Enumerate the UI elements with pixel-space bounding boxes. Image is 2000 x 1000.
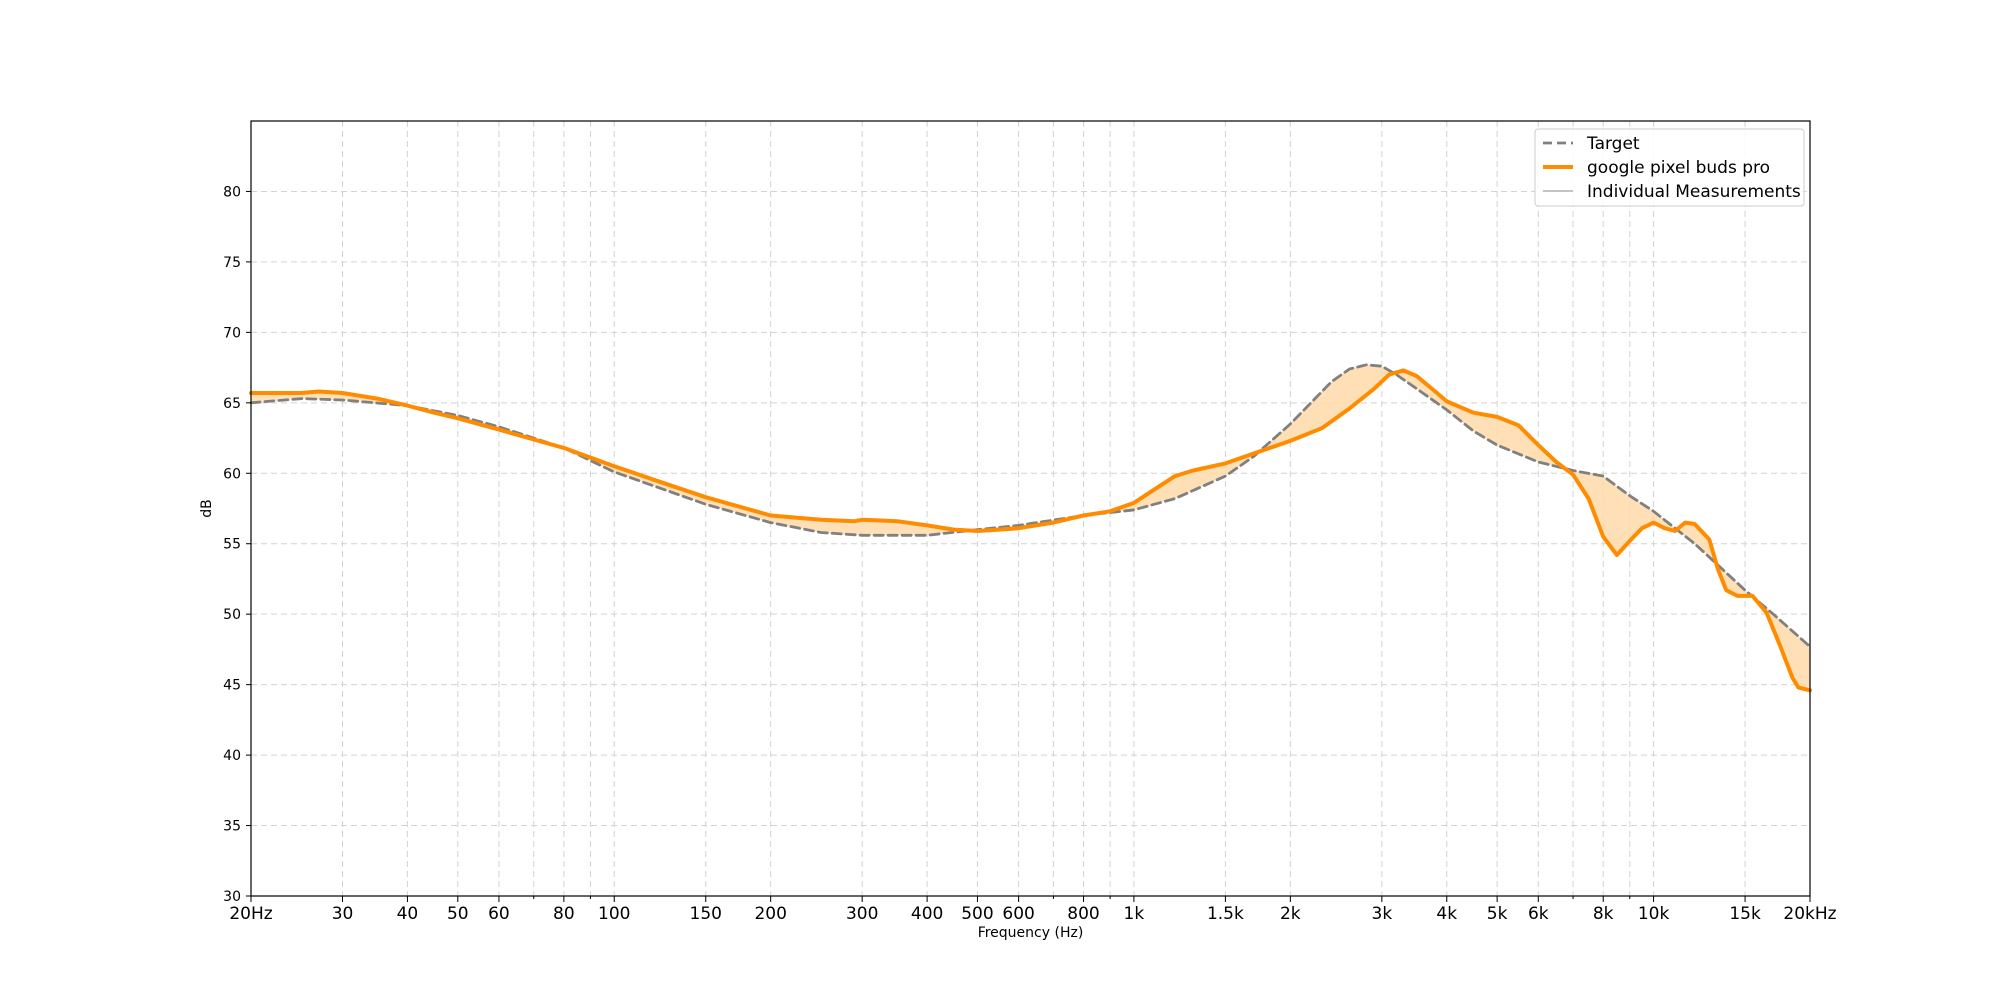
y-axis-ticks: 30 35 40 45 50 55 60 65 70 75 80 xyxy=(223,184,251,905)
x-tick-label: 3k xyxy=(1372,904,1393,924)
legend: Target google pixel buds pro Individual Me… xyxy=(1534,128,1805,207)
x-tick-label: 150 xyxy=(690,904,722,924)
x-tick-label: 4k xyxy=(1436,904,1457,924)
x-tick-label: 1k xyxy=(1124,904,1145,924)
legend-box xyxy=(1534,128,1805,207)
x-tick-label: 20kHz xyxy=(1783,904,1836,924)
x-tick-label: 300 xyxy=(846,904,878,924)
y-tick-label: 60 xyxy=(223,466,241,482)
x-axis-title: Frequency (Hz) xyxy=(978,925,1084,941)
x-tick-label: 2k xyxy=(1280,904,1301,924)
x-tick-label: 5k xyxy=(1487,904,1508,924)
x-tick-label: 80 xyxy=(553,904,575,924)
x-tick-label: 600 xyxy=(1002,904,1034,924)
legend-label: Target xyxy=(1586,134,1640,154)
series-line-0 xyxy=(249,363,1812,648)
x-tick-label: 400 xyxy=(911,904,943,924)
x-tick-label: 6k xyxy=(1528,904,1549,924)
x-tick-label: 15k xyxy=(1729,904,1761,924)
y-tick-label: 35 xyxy=(223,819,241,835)
y-tick-label: 30 xyxy=(223,889,241,905)
x-tick-label: 200 xyxy=(754,904,786,924)
legend-label: Individual Measurements xyxy=(1587,182,1801,202)
series-line-1 xyxy=(249,368,1812,693)
y-tick-label: 65 xyxy=(223,396,241,412)
legend-label: google pixel buds pro xyxy=(1587,158,1770,178)
y-tick-label: 55 xyxy=(223,537,241,553)
grid xyxy=(250,121,1811,897)
y-axis-title: dB xyxy=(199,499,215,518)
series-lines xyxy=(249,363,1812,693)
y-tick-label: 40 xyxy=(223,748,241,764)
x-tick-label: 500 xyxy=(961,904,993,924)
x-tick-label: 10k xyxy=(1638,904,1670,924)
x-tick-label: 20Hz xyxy=(229,904,272,924)
y-tick-label: 50 xyxy=(223,607,241,623)
y-tick-label: 75 xyxy=(223,255,241,271)
x-tick-label: 50 xyxy=(447,904,469,924)
x-tick-label: 30 xyxy=(332,904,354,924)
x-tick-label: 800 xyxy=(1067,904,1099,924)
x-tick-label: 40 xyxy=(397,904,419,924)
plot-frame xyxy=(250,120,1811,897)
x-tick-label: 1.5k xyxy=(1207,904,1244,924)
x-tick-label: 60 xyxy=(488,904,510,924)
y-tick-label: 80 xyxy=(223,184,241,200)
y-tick-label: 45 xyxy=(223,678,241,694)
x-axis-ticks: 20Hz 30 40 50 60 80 100 150 200 300 400 500 600 800 1k… xyxy=(229,896,1837,924)
x-tick-label: 100 xyxy=(598,904,630,924)
y-tick-label: 70 xyxy=(223,325,241,341)
x-tick-label: 8k xyxy=(1593,904,1614,924)
